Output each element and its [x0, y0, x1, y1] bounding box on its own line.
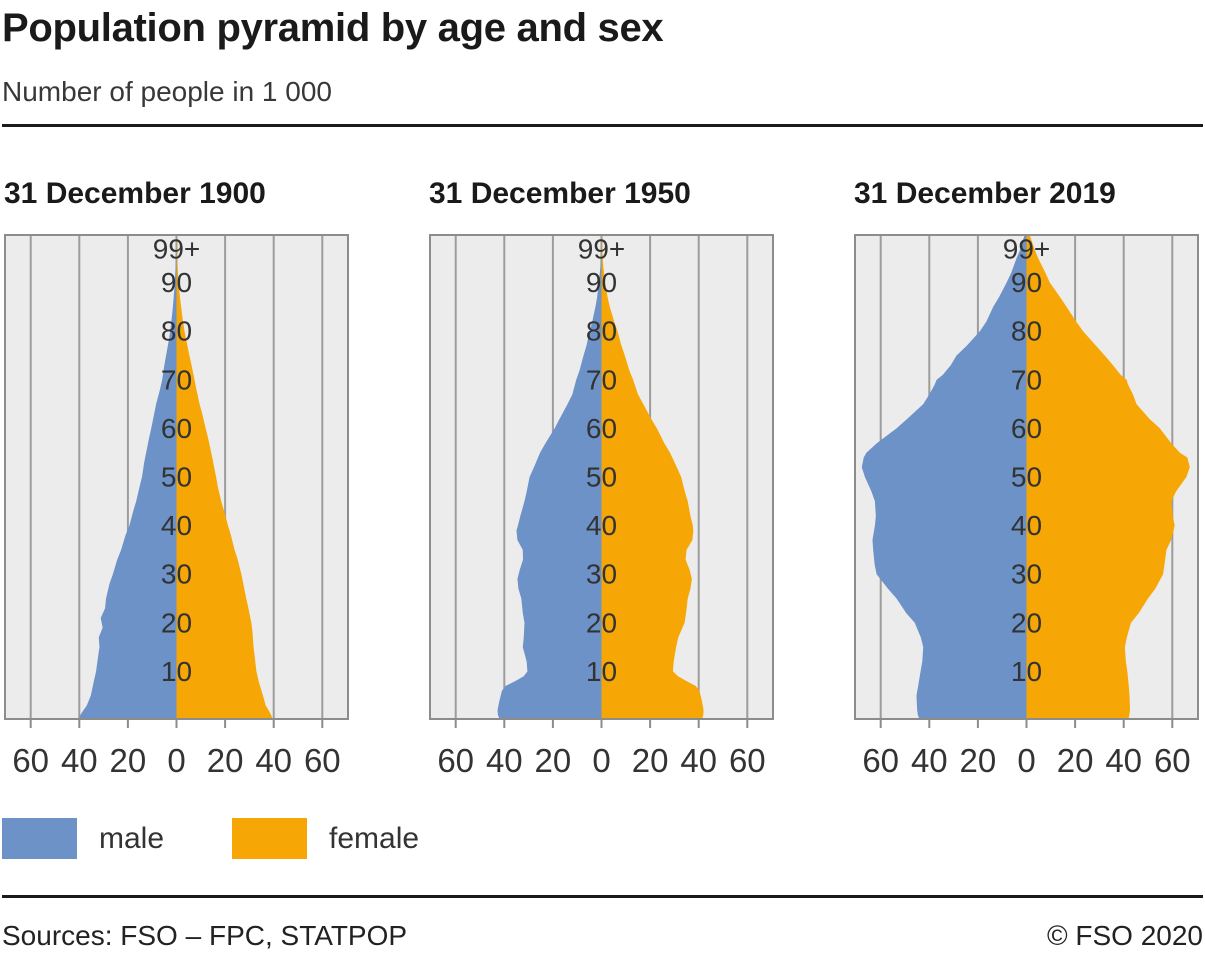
pyramid-panel-1950: 31 December 1950 60 40 20 0 20 40 60 10 20 30 40 50 6…: [429, 177, 774, 794]
age-label: 60: [586, 413, 617, 444]
female-area: [176, 234, 273, 720]
x-tick-label: 0: [1017, 742, 1035, 779]
panel-date-title: 31 December 1950: [429, 177, 691, 210]
plot-border: [854, 234, 1199, 720]
x-tick-label: 40: [61, 742, 98, 779]
plot-border: [429, 234, 774, 720]
age-label: 50: [161, 462, 192, 493]
panel-date-title: 31 December 2019: [854, 177, 1116, 210]
x-tick-label: 0: [592, 742, 610, 779]
age-label: 20: [1011, 607, 1042, 638]
top-divider: [2, 124, 1203, 127]
age-label: 40: [161, 510, 192, 541]
pyramid-panel-2019: 31 December 2019 60 40 20 0 20 40 60 10 20 30 40 50 6…: [854, 177, 1199, 794]
age-label: 80: [161, 316, 192, 347]
age-label: 50: [586, 462, 617, 493]
footer-copyright: © FSO 2020: [1046, 920, 1203, 951]
age-label: 80: [1011, 316, 1042, 347]
x-tick-label: 60: [304, 742, 341, 779]
x-tick-label: 40: [911, 742, 948, 779]
x-tick-label: 20: [535, 742, 572, 779]
bottom-divider: [2, 895, 1203, 898]
age-label: 60: [161, 413, 192, 444]
female-area: [601, 234, 704, 720]
age-label: 90: [1011, 267, 1042, 298]
female-color-swatch: [232, 818, 308, 859]
age-label: 30: [161, 559, 192, 590]
x-tick-label: 20: [960, 742, 997, 779]
male-area: [861, 234, 1027, 720]
page-title: Population pyramid by age and sex: [2, 6, 664, 50]
age-label: 70: [586, 364, 617, 395]
age-label: 80: [586, 316, 617, 347]
x-tick-label: 20: [632, 742, 669, 779]
age-label: 10: [586, 656, 617, 687]
x-tick-label: 40: [255, 742, 292, 779]
age-label: 20: [586, 607, 617, 638]
pyramid-panel-1900: 31 December 1900 60 40 20 0 20 40 60 10 20 30 40 50 6…: [4, 177, 349, 794]
x-tick-label: 40: [1105, 742, 1142, 779]
legend-female-label: female: [329, 821, 420, 855]
footer: Sources: FSO – FPC, STATPOP © FSO 2020: [2, 898, 1203, 952]
footer-sources: Sources: FSO – FPC, STATPOP: [2, 920, 408, 951]
x-tick-label: 60: [729, 742, 766, 779]
legend-male-label: male: [99, 821, 165, 855]
page-subtitle: Number of people in 1 000: [2, 76, 332, 107]
age-label: 40: [586, 510, 617, 541]
legend-item-male: male: [2, 818, 164, 859]
age-label: 90: [161, 267, 192, 298]
legend: male female: [2, 818, 1203, 859]
age-label: 10: [1011, 656, 1042, 687]
male-area: [78, 234, 177, 720]
age-label: 20: [161, 607, 192, 638]
female-area: [1026, 234, 1190, 720]
x-tick-label: 60: [437, 742, 474, 779]
x-tick-label: 60: [862, 742, 899, 779]
age-label: 50: [1011, 462, 1042, 493]
male-area: [497, 234, 602, 720]
x-tick-label: 20: [110, 742, 147, 779]
age-label: 90: [586, 267, 617, 298]
age-label: 30: [586, 559, 617, 590]
age-label: 60: [1011, 413, 1042, 444]
charts-row: 31 December 1900 60 40 20 0 20 40 60 10 20 30 40 50 6…: [2, 177, 1203, 794]
x-tick-label: 40: [486, 742, 523, 779]
age-label: 10: [161, 656, 192, 687]
x-tick-label: 0: [167, 742, 185, 779]
age-label: 40: [1011, 510, 1042, 541]
age-label: 30: [1011, 559, 1042, 590]
panel-date-title: 31 December 1900: [4, 177, 266, 210]
x-tick-label: 60: [1154, 742, 1191, 779]
age-label: 99+: [1003, 234, 1051, 265]
plot-border: [4, 234, 349, 720]
x-tick-label: 20: [1057, 742, 1094, 779]
age-label: 99+: [153, 234, 201, 265]
x-tick-label: 40: [680, 742, 717, 779]
x-tick-label: 60: [12, 742, 49, 779]
age-label: 70: [161, 364, 192, 395]
male-color-swatch: [2, 818, 77, 859]
legend-item-female: female: [232, 818, 419, 859]
x-tick-label: 20: [207, 742, 244, 779]
age-label: 70: [1011, 364, 1042, 395]
age-label: 99+: [578, 234, 626, 265]
